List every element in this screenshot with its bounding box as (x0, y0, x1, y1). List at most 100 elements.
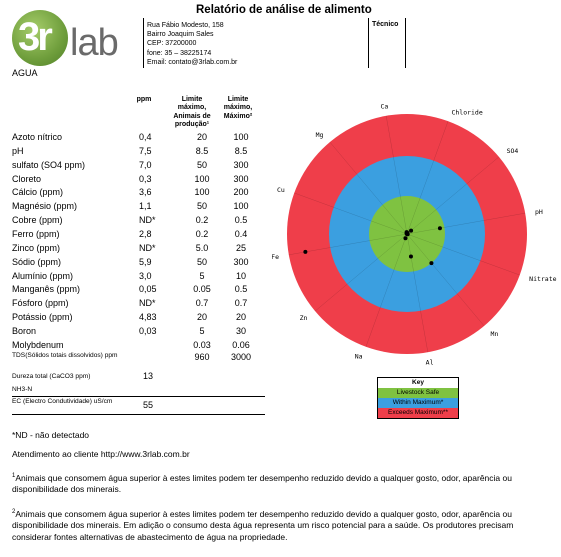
footnote-1: 1Animais que consomem água superior à es… (12, 471, 552, 496)
row-name: Molybdenum (12, 339, 64, 350)
row-value: 3,0 (139, 270, 152, 281)
col-header-line: máximo, (177, 104, 207, 112)
tecnico-label: Técnico (372, 21, 399, 28)
row-lim2: 0.06 (232, 339, 250, 350)
table-row-ec: EC (Electro Condutividade) uS/cm 55 (12, 398, 272, 414)
col-header-limit1: Limite máximo, Animais de produção¹ (170, 96, 214, 130)
legend-title: Key (378, 378, 458, 388)
row-value: 5,9 (139, 256, 152, 267)
legend-item-exceeds: Exceeds Maximum** (378, 408, 458, 418)
table-row: Azoto nítrico 0,4 20 100 (12, 132, 272, 146)
row-lim1: 0.2 (195, 215, 209, 226)
address-line: fone: 35 – 38225174 (147, 49, 212, 57)
axis-label: SO4 (507, 147, 519, 155)
row-name: sulfato (SO4 ppm) (12, 159, 86, 170)
row-lim2: 20 (235, 312, 246, 323)
radar-spoke (406, 233, 520, 276)
row-name: Ferro (ppm) (12, 228, 60, 239)
row-lim2: 10 (235, 270, 246, 281)
table-row: Manganês (ppm) 0,05 0.05 0.5 (12, 284, 272, 298)
row-lim1: 50 (196, 256, 207, 267)
table-row: Potássio (ppm) 4,83 20 20 (12, 312, 272, 326)
row-value: 1,1 (139, 201, 152, 212)
row-value: ND* (139, 242, 156, 253)
row-lim2: 0.7 (234, 298, 248, 309)
col-header-line: Animais de (173, 112, 211, 120)
axis-label: Na (355, 353, 363, 361)
row-name: pH (12, 145, 24, 156)
row-value: 0,05 (139, 284, 157, 295)
axis-label: Al (426, 359, 434, 367)
row-lim2: 8.5 (234, 145, 248, 156)
row-lim2: 3000 (230, 352, 252, 362)
table-row: Cobre (ppm) ND* 0.2 0.5 (12, 215, 272, 229)
row-lim1: 50 (196, 201, 207, 212)
row-lim2: 25 (235, 242, 246, 253)
header-divider-middle (368, 18, 369, 68)
table-row: Fósforo (ppm) ND* 0.7 0.7 (12, 298, 272, 312)
row-lim1: 5 (199, 270, 205, 281)
row-lim1: 0.05 (193, 284, 211, 295)
data-point-al (408, 254, 413, 259)
report-title: Relatório de análise de alimento (196, 4, 372, 16)
row-lim1: 5.0 (195, 242, 209, 253)
col-header-ppm: ppm (136, 96, 152, 103)
table-row: Molybdenum 0.03 0.06 (12, 340, 272, 354)
row-lim1: 20 (196, 312, 207, 323)
table-row: Cloreto 0,3 100 300 (12, 174, 272, 188)
data-point-mg (404, 231, 409, 236)
footnote-1-text: Animais que consomem água superior à est… (12, 472, 512, 495)
row-name: Cobre (ppm) (12, 215, 63, 226)
data-point-fe (303, 249, 308, 254)
row-lim2: 30 (235, 325, 246, 336)
data-point-ph (437, 226, 442, 231)
row-name: Cloreto (12, 173, 42, 184)
row-value: ND* (139, 215, 156, 226)
row-lim1: 50 (196, 159, 207, 170)
table-row: Zinco (ppm) ND* 5.0 25 (12, 243, 272, 257)
row-name: Magnésio (ppm) (12, 201, 78, 212)
table-row: Alumínio (ppm) 3,0 5 10 (12, 271, 272, 285)
row-lim1: 100 (194, 187, 210, 198)
sample-label: AGUA (12, 68, 38, 78)
table-row: Sódio (ppm) 5,9 50 300 (12, 257, 272, 271)
radar-spoke (288, 233, 408, 256)
row-lim2: 0.5 (234, 215, 248, 226)
radar-spoke (314, 233, 408, 312)
row-lim1: 0.7 (195, 298, 209, 309)
row-lim2: 0.4 (234, 228, 248, 239)
row-lim2: 0.5 (234, 284, 248, 295)
radar-spoke (385, 115, 408, 235)
footnote-2-text: Animais que consomem água superior à est… (12, 508, 514, 542)
footnote-2-marker: 2 (12, 509, 16, 515)
address-line: Rua Fábio Modesto, 158 (147, 22, 224, 29)
axis-label: Fe (272, 253, 279, 261)
row-name: Fósforo (ppm) (12, 298, 69, 309)
axis-label: Cu (277, 186, 285, 194)
divider-line (12, 396, 265, 397)
row-name: Boron (12, 325, 37, 336)
table-row: Magnésio (ppm) 1,1 50 100 (12, 201, 272, 215)
logo-circle (12, 10, 68, 66)
row-name: Dureza total (CaCO3 ppm) (12, 373, 91, 380)
footnote-1-marker: 1 (12, 473, 16, 479)
row-lim2: 300 (233, 173, 249, 184)
row-name: Potássio (ppm) (12, 312, 73, 323)
col-header-line: Limite (181, 96, 203, 103)
row-name: Alumínio (ppm) (12, 270, 74, 281)
row-value: 13 (143, 371, 154, 381)
row-name: TDS(Sólidos totais dissolvidos) ppm (12, 352, 118, 359)
row-name: NH3-N (12, 386, 33, 393)
axis-label: Nitrate (529, 275, 556, 283)
row-lim1: 100 (194, 173, 210, 184)
address-line: Bairro Joaquim Sales (147, 31, 214, 39)
row-lim2: 200 (233, 187, 249, 198)
table-row-nh3: NH3-N (12, 384, 272, 398)
col-header-line: Máximo² (223, 112, 253, 120)
axis-label: pH (535, 208, 543, 216)
axis-label: Zn (300, 314, 308, 322)
row-name: Zinco (ppm) (12, 242, 61, 253)
lab-address: Rua Fábio Modesto, 158 Bairro Joaquim Sa… (147, 21, 237, 67)
col-header-limit2: Limite máximo, Máximo² (218, 96, 258, 121)
row-lim2: 100 (233, 132, 249, 142)
